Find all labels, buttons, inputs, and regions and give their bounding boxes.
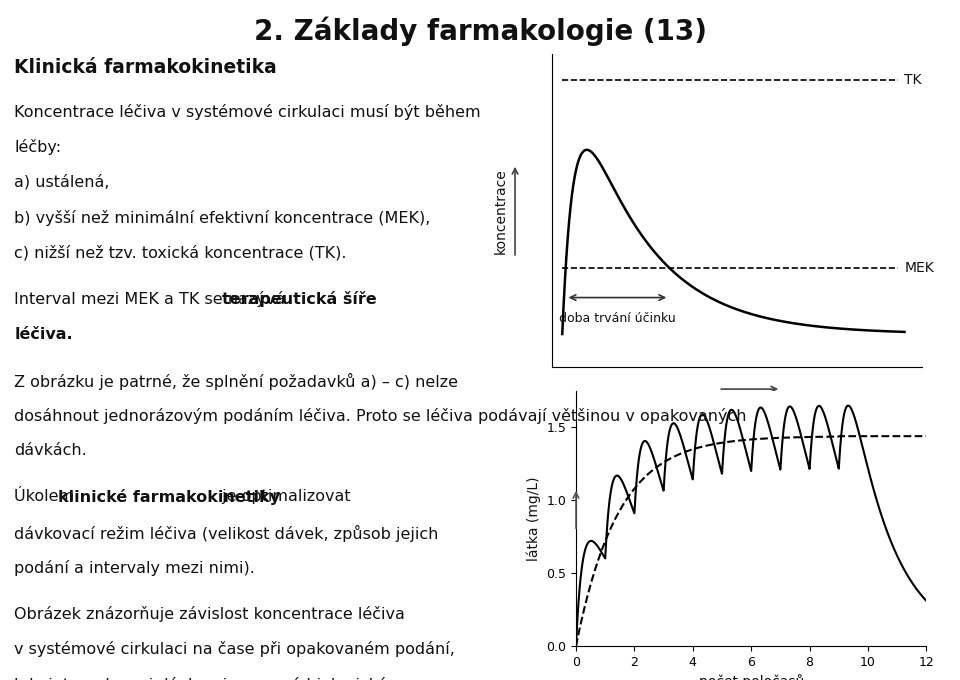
Text: léčiva.: léčiva.	[14, 326, 73, 341]
Text: Koncentrace léčiva v systémové cirkulaci musí být během: Koncentrace léčiva v systémové cirkulaci…	[14, 104, 481, 120]
Text: klinické farmakokinetiky: klinické farmakokinetiky	[59, 489, 280, 505]
Text: b) vyšší než minimální efektivní koncentrace (MEK),: b) vyšší než minimální efektivní koncent…	[14, 210, 431, 226]
Text: doba trvání účinku: doba trvání účinku	[559, 312, 676, 325]
Text: dávkovací režim léčiva (velikost dávek, způsob jejich: dávkovací režim léčiva (velikost dávek, …	[14, 524, 439, 541]
Text: a) ustálená,: a) ustálená,	[14, 175, 109, 190]
Text: Z obrázku je patrné, že splnění požadavků a) – c) nelze: Z obrázku je patrné, že splnění požadavk…	[14, 373, 459, 390]
Text: čas: čas	[740, 402, 763, 415]
Text: koncentrace: koncentrace	[493, 168, 507, 254]
Text: v systémové cirkulaci na čase při opakovaném podání,: v systémové cirkulaci na čase při opakov…	[14, 641, 455, 658]
Text: podání a intervaly mezi nimi).: podání a intervaly mezi nimi).	[14, 560, 255, 576]
X-axis label: počet poločasů: počet poločasů	[699, 675, 804, 680]
Text: je optimalizovat: je optimalizovat	[217, 489, 350, 504]
Text: 2. Základy farmakologie (13): 2. Základy farmakologie (13)	[253, 17, 707, 46]
Text: Obrázek znázorňuje závislost koncentrace léčiva: Obrázek znázorňuje závislost koncentrace…	[14, 606, 405, 622]
Text: kdy interval mezi dávkami se rovná biologickému: kdy interval mezi dávkami se rovná biolo…	[14, 677, 414, 680]
Text: Klinická farmakokinetika: Klinická farmakokinetika	[14, 58, 277, 77]
Text: dosáhnout jednorázovým podáním léčiva. Proto se léčiva podávají většinou v opako: dosáhnout jednorázovým podáním léčiva. P…	[14, 408, 747, 424]
Text: terapeutická šíře: terapeutická šíře	[222, 291, 376, 307]
Text: c) nižší než tzv. toxická koncentrace (TK).: c) nižší než tzv. toxická koncentrace (T…	[14, 245, 347, 260]
Y-axis label: látka (mg/L): látka (mg/L)	[526, 476, 540, 561]
Text: dávkách.: dávkách.	[14, 443, 87, 458]
Text: TK: TK	[904, 73, 922, 87]
Text: Úkolem: Úkolem	[14, 489, 80, 504]
Text: MEK: MEK	[904, 260, 934, 275]
Text: Interval mezi MEK a TK se nazývá: Interval mezi MEK a TK se nazývá	[14, 291, 291, 307]
Text: léčby:: léčby:	[14, 139, 61, 155]
